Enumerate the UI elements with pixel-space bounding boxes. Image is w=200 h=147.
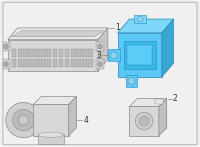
Bar [65, 49, 69, 57]
Circle shape [19, 115, 28, 125]
Bar [23, 59, 28, 67]
Bar [2, 59, 10, 69]
Polygon shape [33, 104, 69, 136]
Bar [82, 49, 87, 57]
Circle shape [6, 102, 41, 138]
Bar [96, 42, 104, 51]
Polygon shape [69, 97, 76, 136]
Bar [2, 42, 10, 51]
Text: 3: 3 [96, 51, 101, 60]
Polygon shape [118, 33, 162, 77]
Circle shape [3, 62, 8, 67]
Bar [29, 49, 34, 57]
Circle shape [98, 44, 102, 49]
Polygon shape [159, 98, 167, 136]
Circle shape [135, 112, 153, 130]
Polygon shape [118, 19, 174, 33]
Bar [126, 75, 137, 87]
Bar [76, 49, 81, 57]
Polygon shape [12, 31, 104, 37]
Bar [108, 49, 120, 61]
Polygon shape [98, 28, 108, 71]
Text: 1: 1 [115, 23, 119, 32]
FancyBboxPatch shape [3, 2, 197, 145]
Bar [71, 59, 75, 67]
Bar [35, 59, 40, 67]
Bar [59, 59, 63, 67]
Bar [96, 59, 104, 69]
Circle shape [13, 109, 34, 131]
Polygon shape [129, 98, 167, 106]
Bar [41, 59, 46, 67]
Bar [155, 98, 163, 104]
Bar [53, 49, 57, 57]
Bar [18, 49, 22, 57]
Bar [12, 59, 16, 67]
Ellipse shape [38, 132, 64, 137]
Bar [65, 59, 69, 67]
Circle shape [137, 16, 143, 22]
Circle shape [128, 77, 135, 84]
Polygon shape [8, 28, 108, 40]
Bar [29, 59, 34, 67]
Text: 2: 2 [173, 94, 177, 103]
Text: 4: 4 [83, 116, 88, 125]
Bar [134, 15, 146, 23]
Bar [12, 49, 16, 57]
Polygon shape [33, 97, 76, 104]
Bar [71, 49, 75, 57]
Polygon shape [162, 19, 174, 77]
Bar [47, 49, 51, 57]
Bar [88, 49, 93, 57]
Bar [18, 59, 22, 67]
Bar [88, 59, 93, 67]
Bar [41, 49, 46, 57]
Bar [76, 59, 81, 67]
Bar [53, 59, 57, 67]
Bar [38, 134, 64, 144]
Circle shape [98, 62, 102, 67]
Polygon shape [8, 40, 98, 71]
Bar [23, 49, 28, 57]
Bar [35, 49, 40, 57]
Bar [82, 59, 87, 67]
Circle shape [139, 116, 149, 126]
Circle shape [3, 44, 8, 49]
Bar [124, 41, 156, 69]
Bar [47, 59, 51, 67]
Bar [59, 49, 63, 57]
Polygon shape [129, 106, 159, 136]
Circle shape [110, 52, 117, 59]
Bar [127, 45, 152, 65]
